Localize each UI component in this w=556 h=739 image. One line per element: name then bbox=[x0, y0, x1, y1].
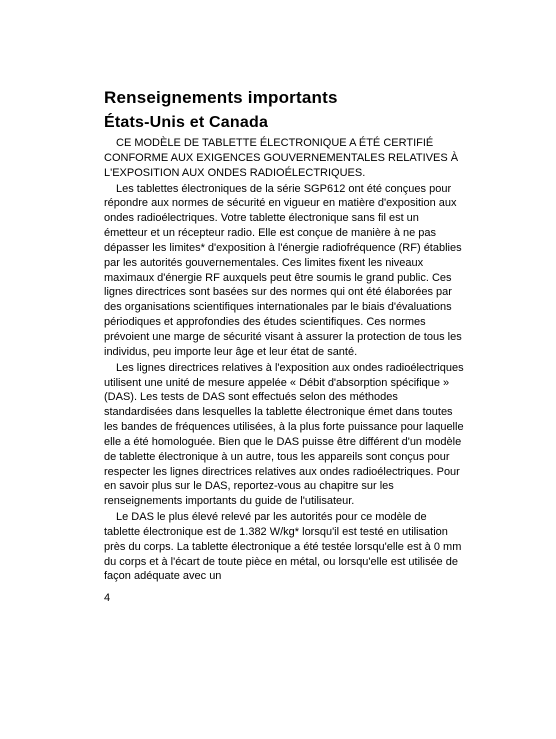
document-page: Renseignements importants États-Unis et … bbox=[0, 0, 556, 644]
heading-sub: États-Unis et Canada bbox=[104, 114, 464, 132]
heading-main: Renseignements importants bbox=[104, 88, 464, 108]
paragraph-das-guidelines: Les lignes directrices relatives à l'exp… bbox=[104, 361, 464, 509]
paragraph-das-value: Le DAS le plus élevé relevé par les auto… bbox=[104, 510, 464, 584]
paragraph-certification: CE MODÈLE DE TABLETTE ÉLECTRONIQUE A ÉTÉ… bbox=[104, 136, 464, 181]
paragraph-safety-standards: Les tablettes électroniques de la série … bbox=[104, 182, 464, 360]
page-number: 4 bbox=[104, 592, 464, 604]
